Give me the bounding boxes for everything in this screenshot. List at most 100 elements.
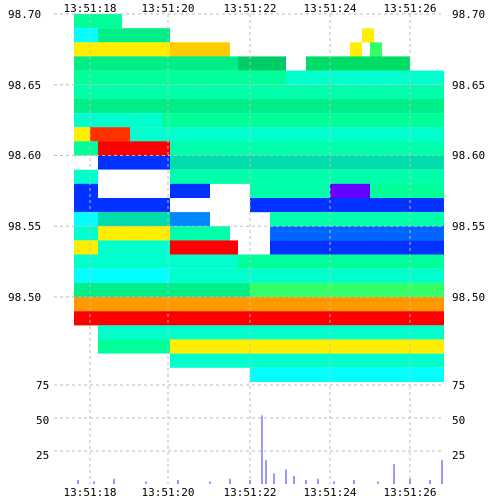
volume-bar bbox=[441, 460, 443, 484]
volume-bar bbox=[285, 469, 287, 484]
volume-bar bbox=[113, 478, 115, 484]
heatmap-cells bbox=[74, 14, 444, 382]
y-tick-left: 98.55 bbox=[8, 220, 41, 233]
volume-bar bbox=[377, 481, 379, 484]
volume-tick-right: 25 bbox=[452, 449, 465, 462]
volume-tick-left: 50 bbox=[36, 414, 49, 427]
heatmap-cell bbox=[170, 169, 444, 184]
heatmap-cell bbox=[106, 198, 170, 213]
heatmap-cell bbox=[98, 141, 170, 156]
x-tick-top: 13:51:20 bbox=[142, 2, 195, 15]
volume-bar bbox=[429, 480, 431, 484]
heatmap-cell bbox=[74, 212, 98, 227]
volume-bar bbox=[145, 481, 147, 484]
heatmap-cell bbox=[74, 141, 98, 156]
x-axis-bottom: 13:51:18 13:51:20 13:51:22 13:51:24 13:5… bbox=[64, 486, 437, 499]
heatmap-cell bbox=[98, 28, 170, 43]
x-tick-top: 13:51:24 bbox=[304, 2, 357, 15]
heatmap-cell bbox=[286, 70, 444, 85]
heatmap-cell bbox=[170, 353, 444, 368]
heatmap-cell bbox=[270, 212, 444, 227]
y-tick-right: 98.55 bbox=[452, 220, 485, 233]
heatmap-cell bbox=[74, 268, 170, 283]
x-tick-top: 13:51:22 bbox=[224, 2, 277, 15]
heatmap-cell bbox=[74, 113, 162, 128]
heatmap-cell bbox=[74, 198, 106, 213]
x-tick-top: 13:51:18 bbox=[64, 2, 117, 15]
heatmap-cell bbox=[170, 339, 444, 354]
heatmap-cell bbox=[270, 226, 444, 241]
heatmap-cell bbox=[130, 127, 444, 142]
x-tick-top: 13:51:26 bbox=[384, 2, 437, 15]
y-tick-left: 98.70 bbox=[8, 8, 41, 21]
heatmap-cell bbox=[170, 268, 444, 283]
heatmap-cell bbox=[98, 339, 170, 354]
volume-tick-left: 75 bbox=[36, 379, 49, 392]
x-axis-top: 13:51:18 13:51:20 13:51:22 13:51:24 13:5… bbox=[64, 2, 437, 15]
volume-bar bbox=[93, 481, 95, 484]
volume-bars bbox=[77, 415, 443, 484]
heatmap-cell bbox=[170, 212, 210, 227]
heatmap-cell bbox=[250, 183, 330, 198]
heatmap-cell bbox=[350, 42, 362, 57]
y-tick-right: 98.60 bbox=[452, 149, 485, 162]
volume-bar bbox=[77, 480, 79, 484]
heatmap-cell bbox=[370, 42, 382, 57]
volume-y-axis-right: 75 50 25 bbox=[452, 379, 465, 462]
y-tick-right: 98.65 bbox=[452, 79, 485, 92]
heatmap-cell bbox=[98, 155, 170, 170]
heatmap-cell bbox=[250, 367, 444, 382]
heatmap-cell bbox=[306, 56, 410, 71]
volume-tick-right: 75 bbox=[452, 379, 465, 392]
heatmap-cell bbox=[74, 42, 170, 57]
volume-bar bbox=[305, 480, 307, 484]
heatmap-cell bbox=[170, 155, 444, 170]
volume-tick-left: 25 bbox=[36, 449, 49, 462]
y-axis-right: 98.70 98.65 98.60 98.55 98.50 bbox=[452, 8, 485, 304]
heatmap-cell bbox=[238, 56, 286, 71]
heatmap-cell bbox=[250, 282, 444, 298]
volume-bar bbox=[333, 481, 335, 484]
volume-y-axis-left: 75 50 25 bbox=[36, 379, 49, 462]
y-tick-left: 98.60 bbox=[8, 149, 41, 162]
heatmap-cell bbox=[74, 28, 98, 43]
x-tick-bottom: 13:51:20 bbox=[142, 486, 195, 499]
heatmap-cell bbox=[74, 14, 122, 29]
gridlines bbox=[54, 13, 444, 484]
heatmap-cell bbox=[74, 169, 98, 184]
heatmap-cell bbox=[74, 311, 444, 326]
heatmap-cell bbox=[74, 84, 444, 99]
heatmap-cell bbox=[74, 56, 238, 71]
x-tick-bottom: 13:51:24 bbox=[304, 486, 357, 499]
x-tick-bottom: 13:51:18 bbox=[64, 486, 117, 499]
volume-bar bbox=[273, 473, 275, 484]
volume-tick-right: 50 bbox=[452, 414, 465, 427]
heatmap-cell bbox=[250, 198, 444, 213]
volume-bar bbox=[393, 464, 395, 484]
heatmap-cell bbox=[170, 42, 230, 57]
heatmap-cell bbox=[90, 127, 130, 142]
heatmap-cell bbox=[98, 240, 170, 255]
heatmap-cell bbox=[74, 127, 90, 142]
y-tick-left: 98.65 bbox=[8, 79, 41, 92]
heatmap-cell bbox=[74, 240, 98, 255]
heatmap-cell bbox=[98, 226, 170, 241]
heatmap-cell bbox=[74, 226, 98, 241]
x-tick-bottom: 13:51:22 bbox=[224, 486, 277, 499]
y-tick-right: 98.70 bbox=[452, 8, 485, 21]
heatmap-cell bbox=[98, 325, 444, 340]
heatmap-cell bbox=[74, 254, 238, 269]
volume-bar bbox=[265, 460, 267, 484]
heatmap-cell bbox=[330, 183, 370, 198]
volume-bar bbox=[229, 478, 231, 484]
heatmap-cell bbox=[270, 240, 444, 255]
volume-bar bbox=[293, 476, 295, 484]
heatmap-cell bbox=[74, 70, 286, 85]
heatmap-cell bbox=[162, 113, 444, 128]
volume-bar bbox=[177, 480, 179, 484]
heatmap-cell bbox=[170, 240, 238, 255]
heatmap-cell bbox=[170, 183, 210, 198]
volume-bar bbox=[353, 480, 355, 484]
x-tick-bottom: 13:51:26 bbox=[384, 486, 437, 499]
